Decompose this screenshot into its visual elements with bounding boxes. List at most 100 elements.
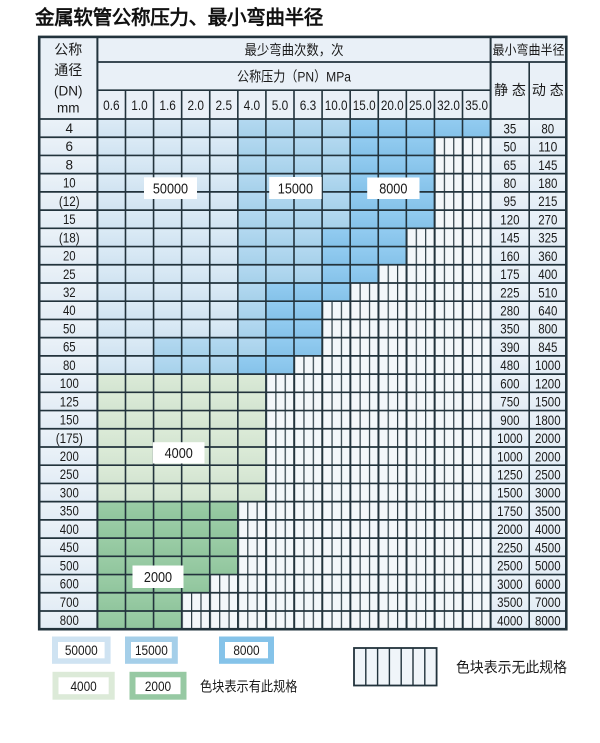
svg-text:845: 845 — [538, 339, 557, 355]
svg-text:(175): (175) — [56, 431, 83, 446]
svg-text:1800: 1800 — [535, 412, 561, 428]
svg-text:80: 80 — [63, 358, 76, 373]
svg-text:150: 150 — [60, 413, 79, 428]
svg-text:(12): (12) — [59, 194, 80, 209]
svg-text:4: 4 — [66, 121, 74, 136]
svg-text:50: 50 — [63, 321, 76, 336]
svg-text:510: 510 — [538, 284, 557, 300]
svg-text:动 态: 动 态 — [532, 82, 564, 98]
svg-text:65: 65 — [504, 157, 517, 173]
svg-text:8000: 8000 — [233, 642, 259, 658]
svg-text:4000: 4000 — [535, 521, 561, 537]
svg-text:65: 65 — [63, 340, 76, 355]
svg-text:180: 180 — [538, 175, 557, 191]
svg-text:1250: 1250 — [497, 467, 523, 483]
svg-text:32.0: 32.0 — [437, 98, 460, 113]
svg-text:5000: 5000 — [535, 558, 561, 574]
svg-text:3500: 3500 — [497, 594, 523, 610]
svg-text:50000: 50000 — [65, 642, 98, 658]
svg-text:35: 35 — [504, 120, 517, 136]
svg-text:静 态: 静 态 — [494, 82, 526, 98]
svg-text:95: 95 — [504, 193, 517, 209]
svg-text:900: 900 — [500, 412, 519, 428]
svg-text:4500: 4500 — [535, 539, 561, 555]
svg-text:120: 120 — [500, 211, 519, 227]
svg-text:1.0: 1.0 — [131, 98, 148, 113]
svg-text:1000: 1000 — [535, 357, 561, 373]
svg-text:750: 750 — [500, 394, 519, 410]
svg-text:6000: 6000 — [535, 576, 561, 592]
svg-text:3500: 3500 — [535, 503, 561, 519]
svg-text:700: 700 — [60, 595, 79, 610]
svg-text:200: 200 — [60, 449, 79, 464]
svg-text:5.0: 5.0 — [272, 98, 289, 113]
svg-text:10: 10 — [63, 176, 76, 191]
svg-text:270: 270 — [538, 211, 557, 227]
svg-text:360: 360 — [538, 248, 557, 264]
svg-text:4000: 4000 — [497, 612, 523, 628]
svg-text:最少弯曲次数，次: 最少弯曲次数，次 — [245, 42, 344, 58]
svg-text:2.5: 2.5 — [216, 98, 233, 113]
svg-text:2000: 2000 — [497, 521, 523, 537]
svg-text:(18): (18) — [59, 230, 80, 245]
svg-text:145: 145 — [500, 230, 519, 246]
svg-text:400: 400 — [538, 266, 557, 282]
svg-text:7000: 7000 — [535, 594, 561, 610]
svg-text:8: 8 — [66, 158, 74, 173]
svg-text:600: 600 — [60, 577, 79, 592]
svg-text:450: 450 — [60, 540, 79, 555]
svg-text:32: 32 — [63, 285, 76, 300]
svg-text:(DN): (DN) — [54, 84, 83, 99]
svg-text:145: 145 — [538, 157, 557, 173]
svg-text:色块表示无此规格: 色块表示无此规格 — [456, 660, 567, 677]
svg-text:2500: 2500 — [497, 558, 523, 574]
svg-text:300: 300 — [60, 485, 79, 500]
svg-text:2000: 2000 — [535, 448, 561, 464]
svg-text:最小弯曲半径: 最小弯曲半径 — [493, 43, 565, 58]
svg-text:金属软管公称压力、最小弯曲半径: 金属软管公称压力、最小弯曲半径 — [34, 6, 324, 29]
svg-text:3000: 3000 — [497, 576, 523, 592]
svg-text:8000: 8000 — [379, 181, 407, 198]
svg-text:6.3: 6.3 — [300, 98, 317, 113]
svg-text:4.0: 4.0 — [244, 98, 261, 113]
svg-text:2.0: 2.0 — [187, 98, 204, 113]
svg-text:1000: 1000 — [497, 430, 523, 446]
svg-text:800: 800 — [538, 321, 557, 337]
svg-text:50: 50 — [504, 139, 517, 155]
svg-text:25.0: 25.0 — [409, 98, 432, 113]
svg-text:2250: 2250 — [497, 539, 523, 555]
svg-text:1200: 1200 — [535, 375, 561, 391]
svg-text:225: 225 — [500, 284, 519, 300]
svg-text:15000: 15000 — [278, 180, 313, 197]
svg-text:20.0: 20.0 — [381, 98, 404, 113]
svg-text:100: 100 — [60, 376, 79, 391]
svg-text:15000: 15000 — [135, 642, 168, 658]
svg-text:2000: 2000 — [144, 569, 172, 586]
svg-text:mm: mm — [57, 101, 80, 116]
svg-text:10.0: 10.0 — [325, 98, 348, 113]
svg-text:390: 390 — [500, 339, 519, 355]
svg-text:15.0: 15.0 — [353, 98, 376, 113]
svg-text:公称: 公称 — [54, 42, 82, 58]
svg-text:400: 400 — [60, 522, 79, 537]
svg-text:800: 800 — [60, 613, 79, 628]
svg-text:50000: 50000 — [153, 181, 188, 198]
svg-text:15: 15 — [63, 212, 76, 227]
svg-text:0.6: 0.6 — [103, 98, 120, 113]
svg-text:80: 80 — [541, 120, 554, 136]
svg-text:色块表示有此规格: 色块表示有此规格 — [200, 679, 298, 695]
svg-text:6: 6 — [66, 139, 74, 154]
svg-text:110: 110 — [538, 139, 557, 155]
svg-text:4000: 4000 — [165, 445, 193, 462]
svg-text:2000: 2000 — [535, 430, 561, 446]
svg-text:25: 25 — [63, 267, 76, 282]
svg-text:280: 280 — [500, 303, 519, 319]
svg-text:80: 80 — [504, 175, 517, 191]
svg-text:1000: 1000 — [497, 448, 523, 464]
svg-text:325: 325 — [538, 230, 557, 246]
svg-text:600: 600 — [500, 375, 519, 391]
svg-text:480: 480 — [500, 357, 519, 373]
svg-text:1.6: 1.6 — [159, 98, 176, 113]
svg-text:4000: 4000 — [70, 678, 96, 694]
svg-text:250: 250 — [60, 467, 79, 482]
